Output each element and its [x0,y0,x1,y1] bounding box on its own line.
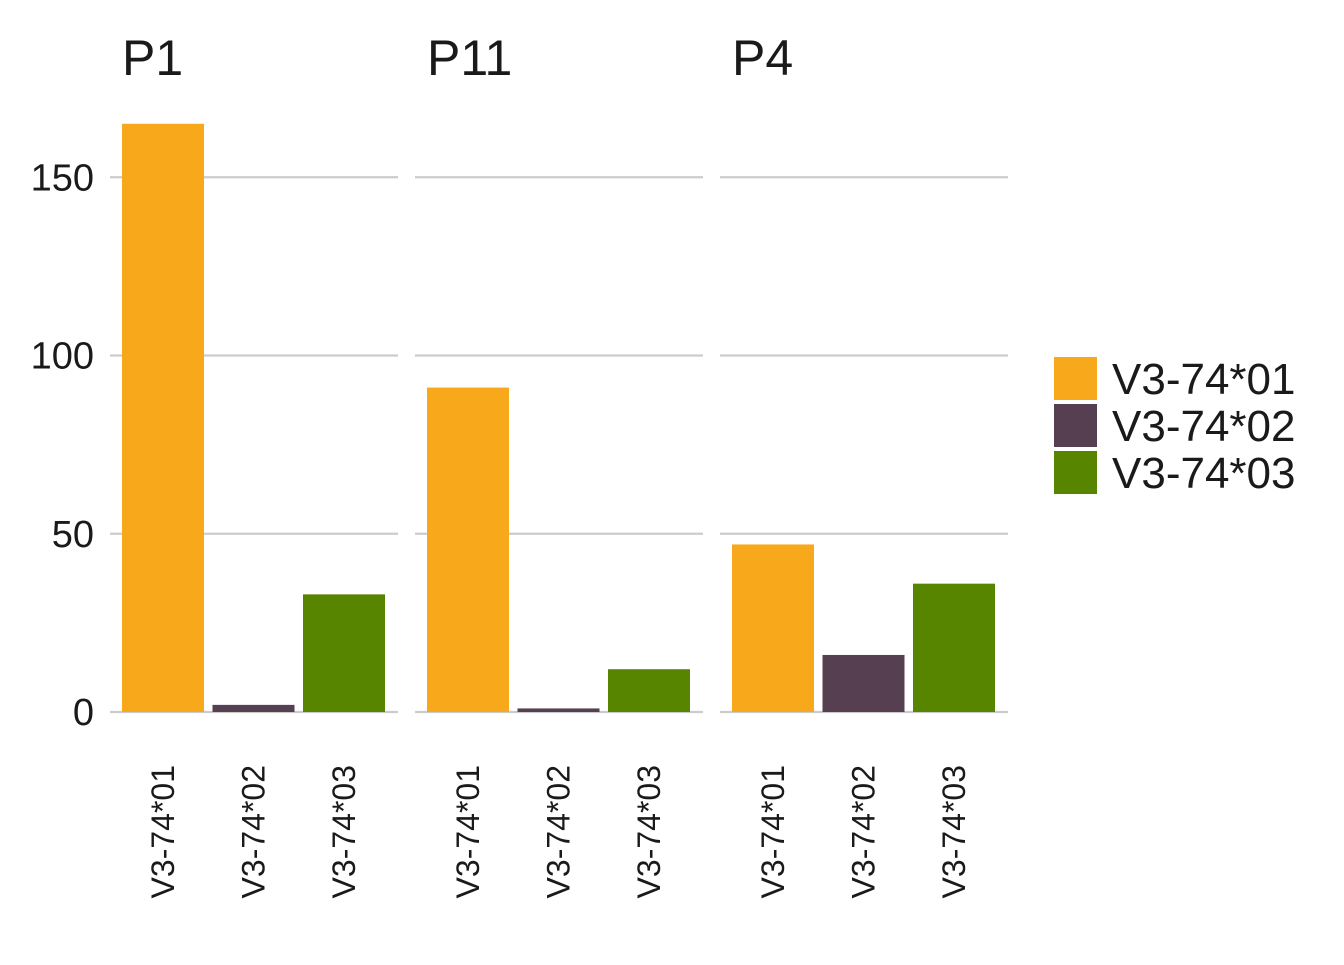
bar-layer [122,123,995,712]
x-tick-label: V3-74*03 [936,765,972,898]
bar [913,583,995,712]
bar [608,669,690,712]
legend-swatch [1054,357,1097,400]
bar [822,654,905,712]
legend-label: V3-74*01 [1112,355,1295,404]
bar [212,704,295,712]
y-tick-label: 100 [31,336,94,378]
legend-label: V3-74*03 [1112,449,1295,498]
panel-title: P11 [427,30,512,86]
bar [122,123,204,712]
x-tick-label: V3-74*03 [631,765,667,898]
x-tick-label: V3-74*01 [755,765,791,898]
x-tick-label: V3-74*02 [236,765,272,898]
x-tick-label: V3-74*01 [450,765,486,898]
panel-title: P1 [122,30,183,86]
x-tick-label: V3-74*01 [145,765,181,898]
y-tick-label: 0 [73,692,94,734]
panel-title: P4 [732,30,793,86]
grid-layer [110,176,1008,714]
y-tick-label: 150 [31,157,94,199]
y-tick-label: 50 [52,514,94,556]
bar [427,387,509,712]
text-layer: 0 50 100 150 P1 V3-74*01 V3-74*02 V3-74*03 P11 V3… [31,30,972,898]
bar [517,708,600,712]
bar [303,594,385,712]
x-tick-label: V3-74*02 [846,765,882,898]
x-tick-label: V3-74*02 [541,765,577,898]
legend-swatch [1054,404,1097,447]
legend-label: V3-74*02 [1112,402,1295,451]
x-tick-label: V3-74*03 [326,765,362,898]
legend-swatch [1054,451,1097,494]
bar [732,544,814,712]
